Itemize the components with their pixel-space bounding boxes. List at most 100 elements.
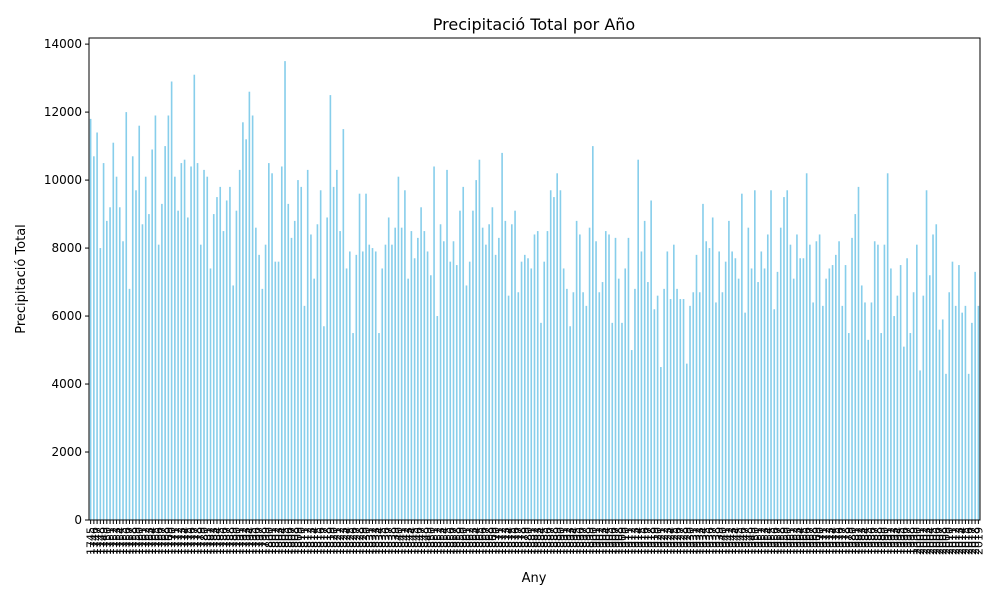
bar [323, 326, 325, 520]
bar [381, 268, 384, 520]
x-tick-label: 1950 [749, 527, 762, 555]
x-tick-label: 1926 [671, 527, 684, 555]
x-tick-label: 2004 [924, 527, 937, 555]
x-tick-label: 1992 [885, 527, 898, 555]
bar [653, 309, 656, 520]
bar [222, 231, 225, 520]
bar [455, 265, 458, 520]
bar [498, 237, 500, 520]
bar [974, 271, 976, 520]
x-tick-label: 1955 [765, 527, 778, 555]
x-tick-label: 1860 [457, 527, 470, 555]
x-tick-label: 1820 [328, 527, 341, 555]
x-tick-label: 1891 [558, 527, 571, 555]
x-tick-label: 1765 [149, 527, 162, 555]
bar [255, 227, 257, 520]
bar [708, 248, 711, 521]
bar [640, 251, 643, 520]
bar [206, 176, 209, 520]
bar [582, 292, 584, 520]
bar [575, 220, 578, 521]
x-tick-label: 2005 [927, 527, 940, 555]
x-tick-label: 1811 [298, 527, 311, 555]
bar [766, 234, 769, 521]
x-tick-label: 1907 [610, 527, 623, 555]
x-tick-label: 1815 [311, 527, 324, 555]
x-tick-label: 1871 [493, 527, 506, 555]
bar [303, 305, 306, 520]
x-tick-label: 2003 [921, 527, 934, 555]
x-tick-label: 1786 [217, 527, 230, 555]
x-tick-label: 1957 [772, 527, 785, 555]
x-tick-label: 1768 [159, 527, 172, 555]
bar [436, 316, 439, 520]
x-tick-label: 1995 [895, 527, 908, 555]
bar [585, 305, 588, 520]
x-tick-label: 1988 [872, 527, 885, 555]
x-tick-label: 1846 [412, 527, 425, 555]
x-tick-label: 1964 [794, 527, 807, 555]
x-tick-label: 1782 [205, 527, 218, 555]
bar [115, 176, 118, 520]
x-tick-label: 1996 [898, 527, 911, 555]
x-tick-label: 1772 [172, 527, 185, 555]
x-tick-label: 1829 [357, 527, 370, 555]
x-tick-label: 1982 [853, 527, 866, 555]
bar [656, 295, 659, 520]
x-tick-label: 1778 [192, 527, 205, 555]
x-tick-label: 1924 [665, 527, 678, 555]
bar [394, 227, 396, 520]
x-tick-label: 2006 [930, 527, 943, 555]
x-tick-label: 1862 [464, 527, 477, 555]
bar [692, 292, 695, 520]
bar [514, 210, 516, 521]
bar [112, 142, 115, 520]
bar [647, 282, 649, 520]
x-tick-label: 1971 [817, 527, 830, 555]
x-tick-label: 1818 [321, 527, 334, 555]
x-tick-label: 1894 [567, 527, 580, 555]
x-tick-label: 1819 [324, 527, 337, 555]
x-tick-label: 1814 [308, 527, 321, 555]
x-tick-label: 1753 [111, 527, 124, 555]
bar [245, 139, 247, 520]
x-tick-label: 1965 [797, 527, 810, 555]
bar [831, 265, 834, 520]
x-tick-label: 1946 [736, 527, 749, 555]
x-tick-label: 1918 [645, 527, 658, 555]
bar [349, 251, 351, 520]
x-tick-label: 1837 [383, 527, 396, 555]
bar [961, 312, 963, 520]
bar [945, 373, 947, 520]
x-tick-label: 1914 [632, 527, 645, 555]
bar [773, 309, 776, 520]
bar [219, 186, 222, 520]
bar [293, 220, 296, 521]
bar [355, 254, 358, 520]
bar [336, 169, 338, 521]
bar [391, 244, 393, 520]
x-tick-label: 1800 [263, 527, 276, 555]
x-tick-label: 1920 [652, 527, 665, 555]
x-tick-label: 2009 [940, 527, 953, 555]
plot-frame [88, 37, 981, 521]
bar [193, 74, 196, 520]
x-tick-label: 1822 [334, 527, 347, 555]
x-tick-label: 1832 [367, 527, 380, 555]
bar [566, 288, 568, 520]
bar [750, 268, 753, 520]
x-tick-label: 1791 [234, 527, 247, 555]
bar [721, 292, 724, 520]
bar [361, 251, 364, 520]
x-tick-label: 1773 [175, 527, 188, 555]
x-tick-label: 1849 [422, 527, 435, 555]
x-tick-label: 1970 [814, 527, 827, 555]
x-tick-label: 1824 [341, 527, 354, 555]
bar [779, 227, 782, 520]
x-tick-label: 1850 [425, 527, 438, 555]
x-tick-label: 1903 [597, 527, 610, 555]
x-tick-label: 1984 [859, 527, 872, 555]
bar [170, 81, 173, 521]
bar [569, 326, 571, 520]
